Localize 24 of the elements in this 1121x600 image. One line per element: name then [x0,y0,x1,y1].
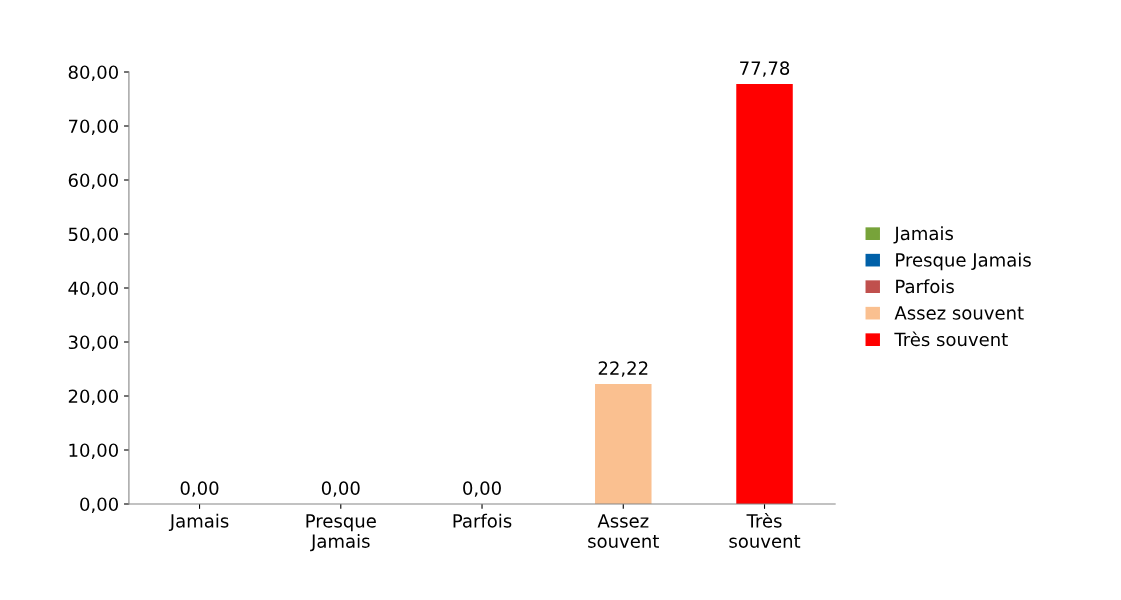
legend-label: Assez souvent [894,306,1024,320]
y-tick-label: 30,00 [68,335,118,351]
x-tick-label: Assez souvent [588,514,659,548]
data-label: 0,00 [180,481,219,497]
y-tick-label: 0,00 [80,497,118,513]
legend-label: Parfois [896,279,954,294]
y-tick-label: 50,00 [68,227,118,243]
x-tick-label: Parfois [453,513,512,528]
y-tick-label: 60,00 [68,173,118,189]
data-label: 22,22 [598,361,648,377]
y-tick-label: 20,00 [68,389,118,405]
x-tick-label: Jamais [168,513,229,532]
y-tick-label: 10,00 [69,443,118,459]
legend-label: Presque Jamais [896,252,1031,271]
data-label: 0,00 [463,481,501,497]
y-tick-label: 40,00 [68,281,118,297]
data-label: 77,78 [740,61,790,77]
y-tick-label: 70,00 [68,119,118,135]
legend-label: Très souvent [894,331,1008,347]
x-tick-label: Presque Jamais [306,514,376,552]
x-tick-label: Très souvent [729,513,801,548]
data-label: 0,00 [321,481,360,497]
legend-label: Jamais [893,226,953,244]
y-tick-label: 80,00 [68,65,118,81]
